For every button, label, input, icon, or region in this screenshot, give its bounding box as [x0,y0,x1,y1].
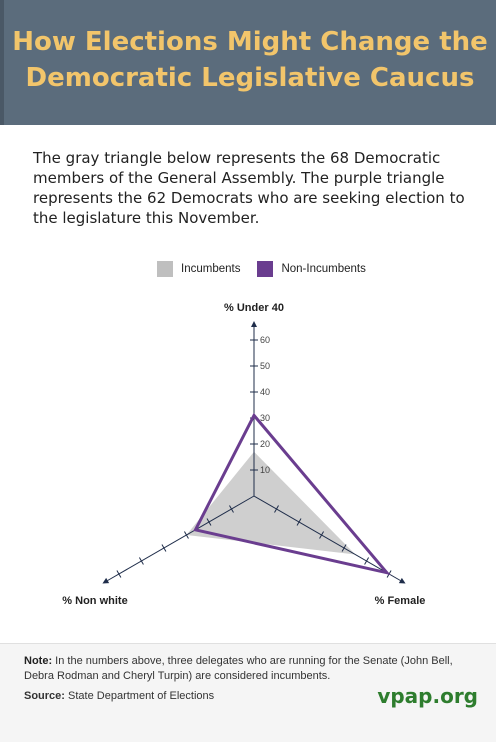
axis-tick-1-50 [364,557,370,565]
axis-title-2: % Non white [62,595,127,607]
chart-legend: Incumbents Non-Incumbents [157,261,383,277]
axis-tick-2-30 [184,531,189,539]
tick-label-20: 20 [260,439,270,449]
title-line-1: How Elections Might Change the [12,27,488,57]
axis-tick-1-40 [341,544,347,552]
legend-label-non-incumbents: Non-Incumbents [281,263,366,275]
tick-label-10: 10 [260,465,270,475]
footer: Note: In the numbers above, three delega… [0,643,496,742]
axis-tick-2-50 [138,557,144,565]
legend-item-incumbents: Incumbents [157,261,240,277]
source-label: Source: [24,690,65,702]
brand-logo[interactable]: vpap.org [377,684,478,708]
axis-line-2 [107,495,255,581]
axis-arrow-2 [102,577,110,584]
page-title: How Elections Might Change the Democrati… [4,24,496,96]
title-line-2: Democratic Legislative Caucus [25,63,475,93]
footnote: Note: In the numbers above, three delega… [24,654,484,684]
tick-label-50: 50 [260,361,270,371]
axis-tick-2-20 [206,518,212,526]
series-non-incumbents-polygon [193,412,391,576]
axis-tick-1-30 [319,531,324,539]
axis-tick-2-40 [161,544,167,552]
note-text: In the numbers above, three delegates wh… [24,655,453,682]
axis-title-0: % Under 40 [224,302,284,314]
legend-swatch-non-incumbents [257,261,274,277]
legend-label-incumbents: Incumbents [181,263,241,275]
axis-tick-2-60 [116,570,122,578]
axis-arrow-1 [398,577,406,584]
legend-item-non-incumbents: Non-Incumbents [257,261,366,277]
note-label: Note: [24,655,53,667]
tick-label-60: 60 [260,335,270,345]
axis-tick-1-20 [296,518,302,526]
axis-tick-1-10 [274,505,279,513]
axis-line-1 [253,495,401,581]
header-banner: How Elections Might Change the Democrati… [0,0,496,125]
tick-label-40: 40 [260,387,270,397]
intro-paragraph: The gray triangle below represents the 6… [33,149,465,227]
axis-tick-2-10 [229,505,234,513]
tick-label-30: 30 [260,413,270,423]
source-line: Source: State Department of Elections [24,690,214,702]
axis-title-1: % Female [375,595,426,607]
radar-chart: 10 20 30 40 50 60 % Under 40 % Female % Non whit… [62,302,426,607]
source-text: State Department of Elections [68,690,215,702]
legend-swatch-incumbents [157,261,173,277]
series-incumbents-polygon [186,451,356,555]
axis-arrow-0 [251,321,257,327]
